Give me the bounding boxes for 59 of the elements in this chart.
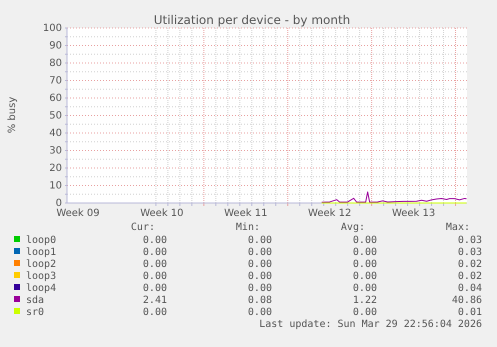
text: 0.00 bbox=[248, 235, 272, 246]
legend-label: sr0 bbox=[26, 307, 44, 318]
text: 0.00 bbox=[248, 271, 272, 282]
text: 40.86 bbox=[452, 295, 482, 306]
chart-title: Utilization per device - by month bbox=[154, 13, 350, 27]
y-tick-label: 40 bbox=[49, 128, 62, 140]
y-axis-title: % busy bbox=[7, 96, 18, 134]
x-tick-label: Week 09 bbox=[56, 208, 100, 220]
text: 0.00 bbox=[248, 307, 272, 318]
y-tick-label: 100 bbox=[42, 23, 62, 34]
text: 0.02 bbox=[458, 271, 482, 282]
x-tick-label: Week 13 bbox=[392, 208, 436, 220]
legend-label: loop0 bbox=[26, 235, 56, 246]
text: 0.00 bbox=[142, 247, 167, 258]
text: 0.02 bbox=[458, 259, 482, 270]
y-tick-label: 80 bbox=[49, 58, 62, 70]
y-tick-label: 0 bbox=[56, 198, 62, 210]
legend-label: loop1 bbox=[26, 247, 56, 258]
x-tick-label: Week 12 bbox=[308, 208, 352, 220]
text: 0.00 bbox=[248, 283, 272, 294]
text: 0.03 bbox=[458, 235, 482, 246]
text: Last update: Sun Mar 29 22:56:04 2026 bbox=[259, 319, 482, 330]
y-tick-label: 50 bbox=[49, 110, 62, 122]
text: Avg: bbox=[340, 222, 365, 233]
text: 0.00 bbox=[142, 283, 167, 294]
text: 0.00 bbox=[248, 259, 272, 270]
legend-label: sda bbox=[26, 295, 44, 306]
text: 0.00 bbox=[142, 235, 167, 246]
x-tick-label: Week 10 bbox=[140, 208, 184, 220]
text: 0.00 bbox=[352, 247, 377, 258]
legend-label: loop4 bbox=[26, 283, 56, 294]
text: 0.08 bbox=[248, 295, 272, 306]
legend-label: loop2 bbox=[26, 259, 56, 270]
text: 0.03 bbox=[458, 247, 482, 258]
text: 0.01 bbox=[458, 307, 482, 318]
text: 1.22 bbox=[352, 295, 377, 306]
text: 2.41 bbox=[142, 295, 167, 306]
text: Max: bbox=[446, 222, 470, 233]
text: 0.00 bbox=[142, 307, 167, 318]
text: 0.00 bbox=[142, 271, 167, 282]
text: Min: bbox=[236, 222, 260, 233]
y-tick-label: 20 bbox=[49, 163, 62, 174]
y-tick-label: 30 bbox=[49, 146, 62, 157]
text: 0.00 bbox=[352, 235, 377, 246]
line-series bbox=[321, 191, 468, 203]
x-tick-label: Week 11 bbox=[224, 208, 268, 220]
y-tick-label: 70 bbox=[49, 76, 62, 87]
legend-label: loop3 bbox=[26, 271, 56, 282]
text: 0.00 bbox=[352, 271, 377, 282]
y-tick-label: 10 bbox=[49, 180, 62, 192]
text: 0.04 bbox=[458, 283, 482, 294]
text: Cur: bbox=[130, 222, 155, 233]
text: 0.00 bbox=[352, 307, 377, 318]
text: 0.00 bbox=[352, 259, 377, 270]
text: 0.00 bbox=[248, 247, 272, 258]
text: 0.00 bbox=[142, 259, 167, 270]
y-tick-label: 60 bbox=[49, 93, 62, 104]
text: 0.00 bbox=[352, 283, 377, 294]
y-tick-label: 90 bbox=[49, 40, 62, 52]
